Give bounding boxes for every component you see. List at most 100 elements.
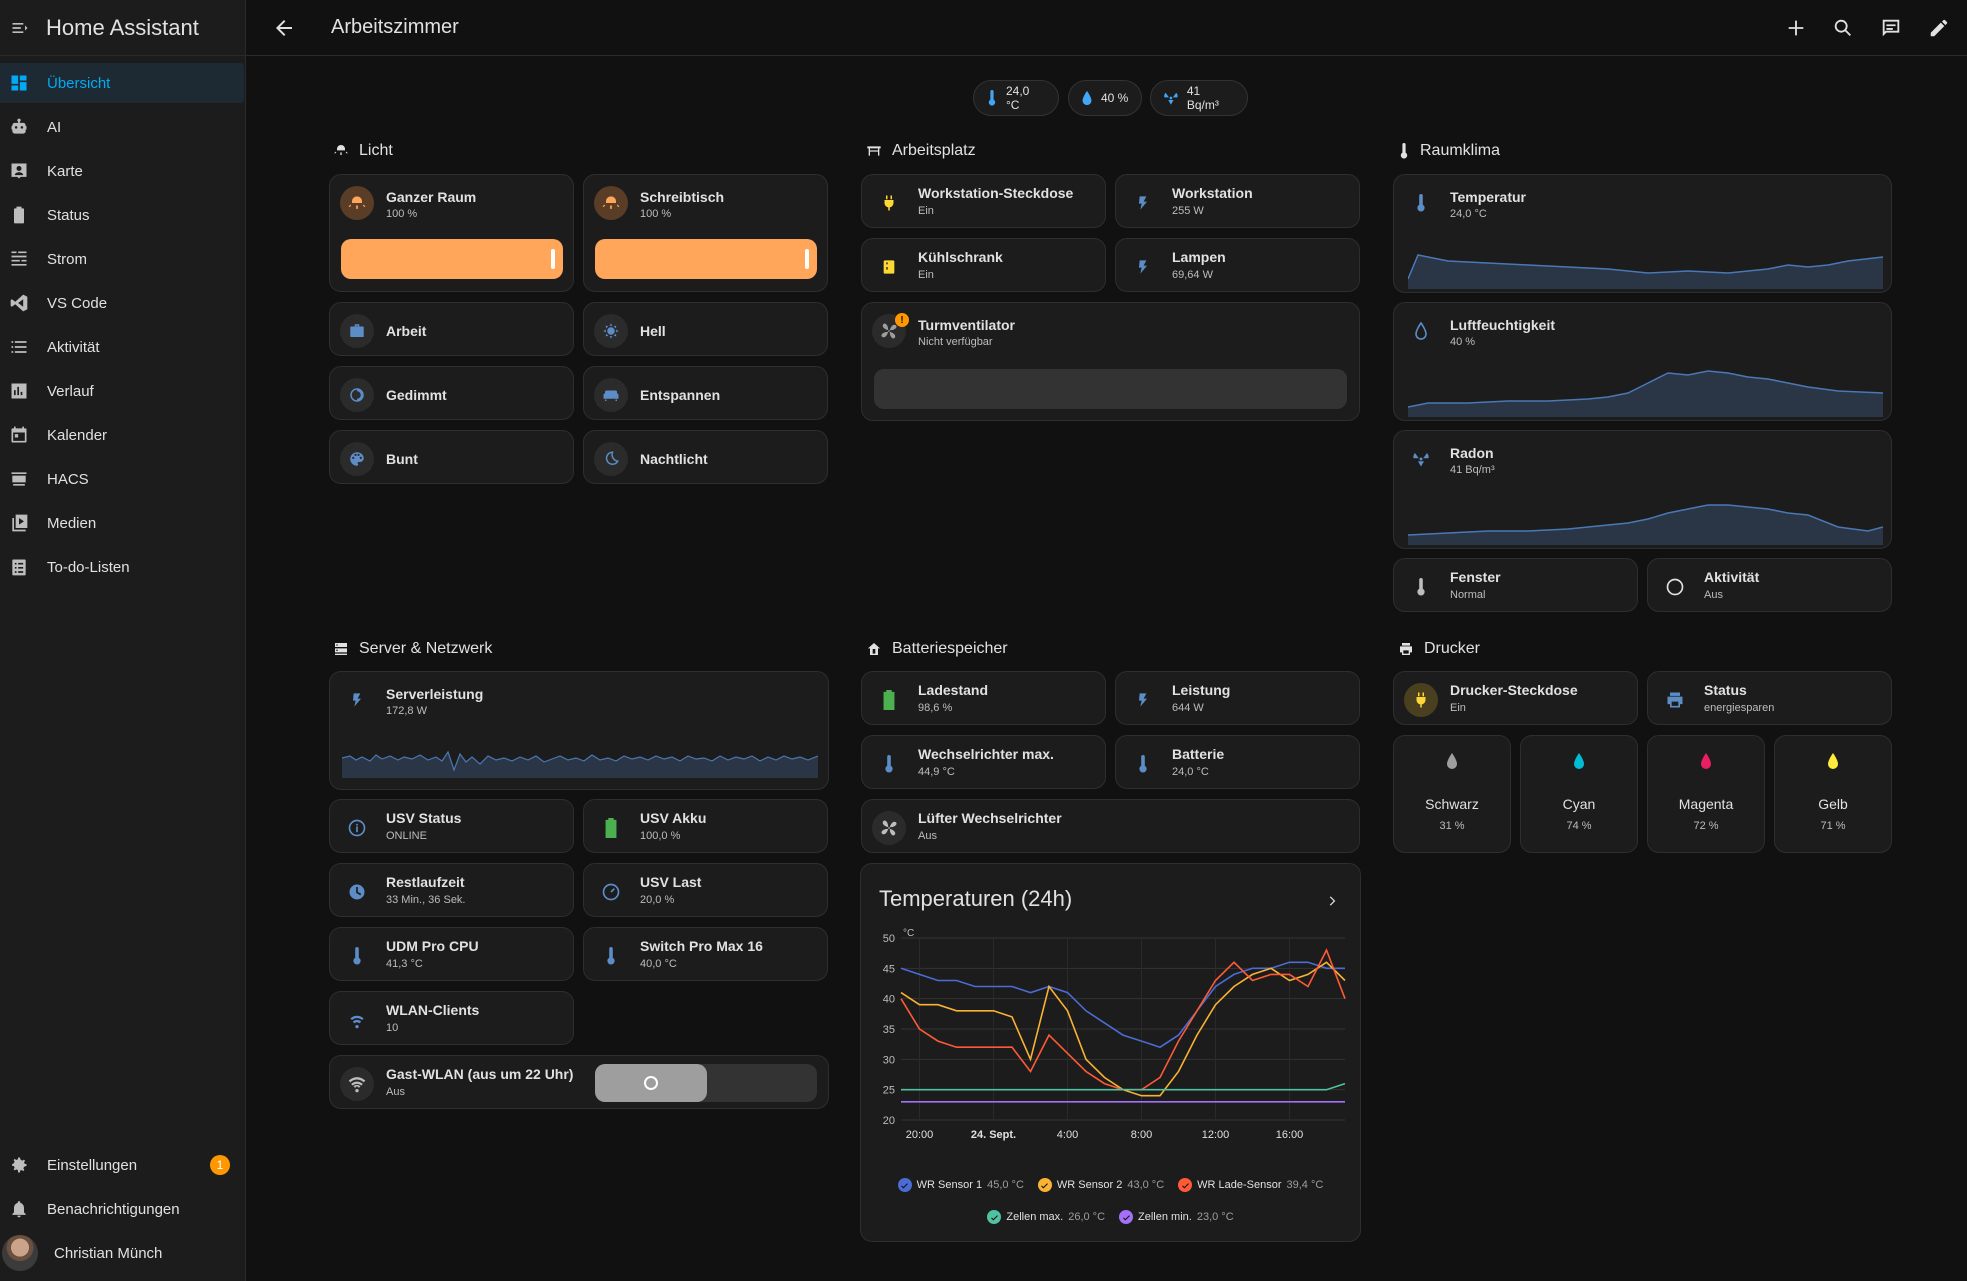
sidebar-item-label: HACS <box>47 470 89 488</box>
tile-udm-pro-cpu[interactable]: UDM Pro CPU 41,3 °C <box>329 927 574 981</box>
temperature-badge[interactable]: 24,0 °C <box>973 80 1059 116</box>
tile-state: 644 W <box>1172 702 1204 714</box>
tile-turmventilator[interactable]: ! Turmventilator Nicht verfügbar <box>861 302 1360 421</box>
slider-handle[interactable] <box>805 249 809 269</box>
legend-value: 43,0 °C <box>1127 1179 1165 1191</box>
tile-workstation[interactable]: Workstation 255 W <box>1115 174 1360 228</box>
tile-usv-last[interactable]: USV Last 20,0 % <box>583 863 828 917</box>
light-card-schreibtisch[interactable]: Schreibtisch 100 % <box>583 174 828 292</box>
chevron-right-icon[interactable] <box>1326 894 1340 908</box>
tile-batterie-temp[interactable]: Batterie 24,0 °C <box>1115 735 1360 789</box>
sidebar-item-uebersicht[interactable]: Übersicht <box>0 63 244 103</box>
tile-switch-pro[interactable]: Switch Pro Max 16 40,0 °C <box>583 927 828 981</box>
tile-aktivitaet[interactable]: Aktivität Aus <box>1647 558 1892 612</box>
ink-card-gelb[interactable]: Gelb 71 % <box>1774 735 1892 853</box>
tile-workstation-steckdose[interactable]: Workstation-Steckdose Ein <box>861 174 1106 228</box>
scene-bunt[interactable]: Bunt <box>329 430 574 484</box>
legend-item[interactable]: Zellen max. 26,0 °C <box>987 1210 1105 1224</box>
tile-state: 24,0 °C <box>1172 766 1209 778</box>
tile-wlan-clients[interactable]: WLAN-Clients 10 <box>329 991 574 1045</box>
sidebar-item-benachrichtigungen[interactable]: Benachrichtigungen <box>0 1189 244 1229</box>
flash-icon <box>1126 250 1160 284</box>
radon-badge[interactable]: 41 Bq/m³ <box>1150 80 1248 116</box>
legend-item[interactable]: WR Sensor 1 45,0 °C <box>897 1178 1024 1192</box>
scene-arbeit[interactable]: Arbeit <box>329 302 574 356</box>
tile-ladestand[interactable]: Ladestand 98,6 % <box>861 671 1106 725</box>
legend-item[interactable]: WR Lade-Sensor 39,4 °C <box>1178 1178 1323 1192</box>
legend-item[interactable]: Zellen min. 23,0 °C <box>1119 1210 1234 1224</box>
tile-restlaufzeit[interactable]: Restlaufzeit 33 Min., 36 Sek. <box>329 863 574 917</box>
light-card-ganzer-raum[interactable]: Ganzer Raum 100 % <box>329 174 574 292</box>
sidebar-user[interactable]: Christian Münch <box>0 1233 244 1273</box>
tile-name: Lüfter Wechselrichter <box>918 810 1062 826</box>
scene-nachtlicht[interactable]: Nachtlicht <box>583 430 828 484</box>
sensor-card-temperatur[interactable]: Temperatur 24,0 °C <box>1393 174 1892 293</box>
sidebar-item-hacs[interactable]: HACS <box>0 459 244 499</box>
section-title-text: Drucker <box>1424 640 1481 657</box>
tile-usv-akku[interactable]: USV Akku 100,0 % <box>583 799 828 853</box>
sidebar-item-aktivitaet[interactable]: Aktivität <box>0 327 244 367</box>
power-plug-icon[interactable] <box>1404 683 1438 717</box>
scene-entspannen[interactable]: Entspannen <box>583 366 828 420</box>
sidebar-item-strom[interactable]: Strom <box>0 239 244 279</box>
tile-fenster[interactable]: Fenster Normal <box>1393 558 1638 612</box>
ceiling-light-icon[interactable] <box>340 186 374 220</box>
media-icon <box>9 513 29 533</box>
sidebar-item-karte[interactable]: Karte <box>0 151 244 191</box>
tile-gast-wlan[interactable]: Gast-WLAN (aus um 22 Uhr) Aus <box>329 1055 829 1109</box>
power-plug-icon[interactable] <box>872 186 906 220</box>
scene-gedimmt[interactable]: Gedimmt <box>329 366 574 420</box>
tile-usv-status[interactable]: USV Status ONLINE <box>329 799 574 853</box>
brightness-slider[interactable] <box>595 239 817 279</box>
tile-lampen[interactable]: Lampen 69,64 W <box>1115 238 1360 292</box>
sidebar-item-verlauf[interactable]: Verlauf <box>0 371 244 411</box>
sensor-card-luftfeuchtigkeit[interactable]: Luftfeuchtigkeit 40 % <box>1393 302 1892 421</box>
tile-leistung[interactable]: Leistung 644 W <box>1115 671 1360 725</box>
sidebar-item-medien[interactable]: Medien <box>0 503 244 543</box>
sensor-card-serverleistung[interactable]: Serverleistung 172,8 W <box>329 671 829 790</box>
tile-drucker-status[interactable]: Status energiesparen <box>1647 671 1892 725</box>
toggle-knob[interactable] <box>595 1064 707 1102</box>
fan-icon[interactable] <box>872 314 906 348</box>
ink-card-magenta[interactable]: Magenta 72 % <box>1647 735 1765 853</box>
slider-handle[interactable] <box>551 249 555 269</box>
sidebar-item-ai[interactable]: AI <box>0 107 244 147</box>
sidebar-item-vscode[interactable]: VS Code <box>0 283 244 323</box>
humidity-badge[interactable]: 40 % <box>1068 80 1142 116</box>
toggle-switch[interactable] <box>595 1064 817 1102</box>
badge-value: 24,0 °C <box>1005 84 1030 112</box>
ink-value: 71 % <box>1820 820 1846 832</box>
search-button[interactable] <box>1830 15 1856 41</box>
assist-button[interactable] <box>1878 15 1904 41</box>
edit-button[interactable] <box>1926 15 1952 41</box>
legend-item[interactable]: WR Sensor 2 43,0 °C <box>1037 1178 1165 1192</box>
sidebar-item-einstellungen[interactable]: Einstellungen 1 <box>0 1145 244 1185</box>
notification-badge: 1 <box>210 1155 230 1175</box>
sidebar-item-kalender[interactable]: Kalender <box>0 415 244 455</box>
brightness-slider[interactable] <box>341 239 563 279</box>
ink-drop-icon <box>1828 753 1838 769</box>
add-button[interactable] <box>1783 15 1809 41</box>
sidebar-item-status[interactable]: Status <box>0 195 244 235</box>
temperature-chart: °C 50 45 40 35 30 25 20 20:00 24. Sept. 4:00 8:00 12… <box>883 928 1346 1141</box>
ink-card-cyan[interactable]: Cyan 74 % <box>1520 735 1638 853</box>
tile-kuehlschrank[interactable]: Kühlschrank Ein <box>861 238 1106 292</box>
badge-value: 40 % <box>1101 91 1129 105</box>
sidebar-item-todo[interactable]: To-do-Listen <box>0 547 244 587</box>
printer-icon <box>1658 683 1692 717</box>
scene-hell[interactable]: Hell <box>583 302 828 356</box>
desk-lamp-icon[interactable] <box>594 186 628 220</box>
wifi-icon[interactable] <box>340 1067 374 1101</box>
ink-card-schwarz[interactable]: Schwarz 31 % <box>1393 735 1511 853</box>
tile-luefter-wechselrichter[interactable]: Lüfter Wechselrichter Aus <box>861 799 1360 853</box>
fan-speed-slider[interactable] <box>874 369 1347 409</box>
sensor-card-radon[interactable]: Radon 41 Bq/m³ <box>1393 430 1892 549</box>
page-title: Arbeitszimmer <box>331 16 459 38</box>
tile-wechselrichter-max[interactable]: Wechselrichter max. 44,9 °C <box>861 735 1106 789</box>
back-arrow-icon[interactable] <box>272 16 296 40</box>
menu-icon[interactable] <box>10 18 30 38</box>
fan-icon[interactable] <box>872 811 906 845</box>
tile-name: Workstation <box>1172 185 1253 201</box>
tile-drucker-steckdose[interactable]: Drucker-Steckdose Ein <box>1393 671 1638 725</box>
fridge-icon[interactable] <box>872 250 906 284</box>
